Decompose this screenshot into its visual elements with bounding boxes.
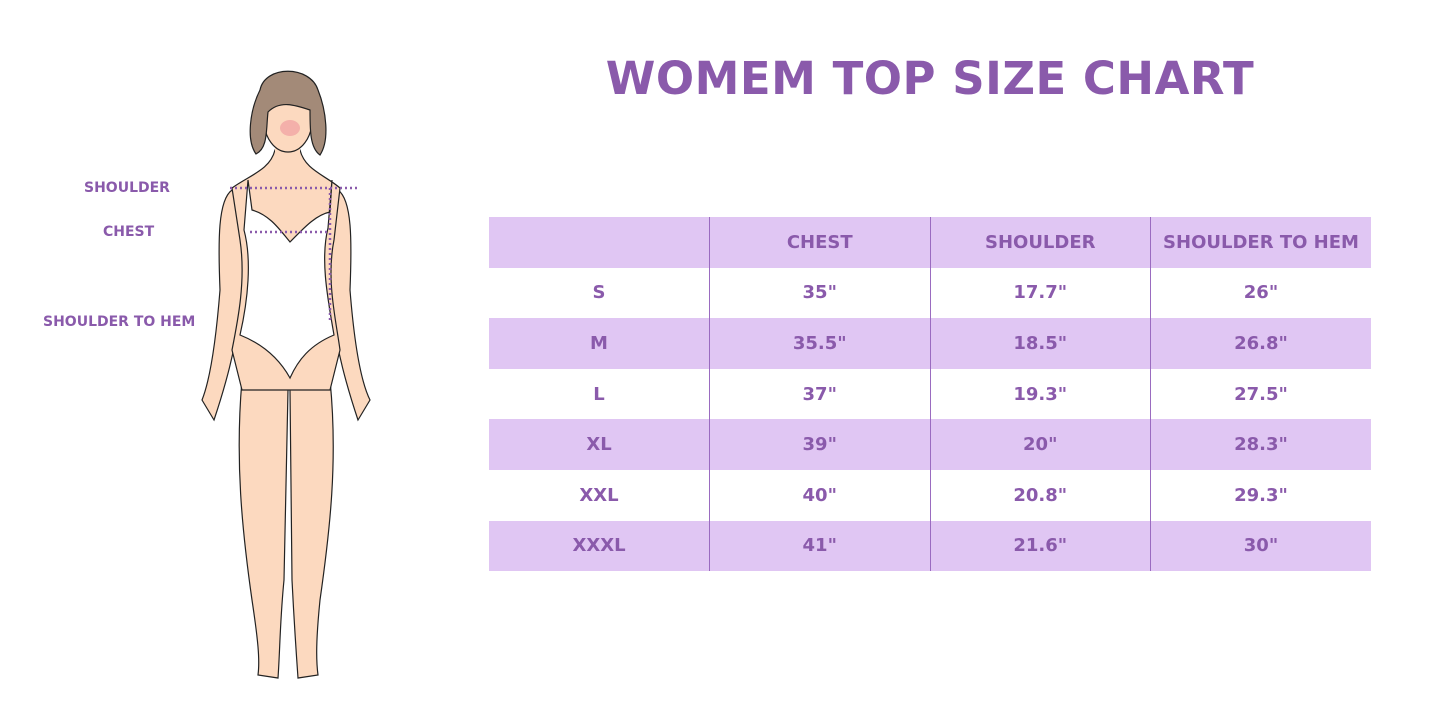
shoulder-cell: 18.5" [929, 318, 1151, 369]
shoulder-to-hem-cell: 29.3" [1150, 469, 1371, 521]
chest-cell: 39" [709, 419, 930, 470]
table-row: S 35" 17.7" 26" [489, 267, 1371, 319]
chest-cell: 37" [709, 368, 930, 420]
shoulder-cell: 20.8" [929, 469, 1151, 521]
chest-cell: 35" [709, 267, 930, 319]
table-row: L 37" 19.3" 27.5" [489, 368, 1371, 420]
size-cell: L [593, 383, 605, 405]
shoulder-to-hem-cell: 26" [1150, 267, 1371, 319]
shoulder-to-hem-cell: 30" [1150, 520, 1371, 572]
label-shoulder: SHOULDER [84, 180, 170, 196]
table-row: M 35.5" 18.5" 26.8" [489, 318, 1371, 369]
shoulder-cell: 21.6" [929, 520, 1151, 572]
header-cell: SHOULDER TO HEM [1150, 217, 1371, 268]
shoulder-cell: 19.3" [929, 368, 1151, 420]
size-cell: XL [489, 419, 710, 470]
size-cell: M [489, 318, 710, 369]
header-cell: SHOULDER [929, 217, 1151, 268]
shoulder-to-hem-cell: 28.3" [1150, 419, 1371, 470]
shoulder-cell: 20" [929, 419, 1151, 470]
header-cell: CHEST [709, 217, 930, 268]
header-cell [489, 217, 710, 268]
table-row: XL 39" 20" 28.3" [489, 419, 1371, 470]
size-cell: XXL [579, 484, 619, 506]
shoulder-to-hem-cell: 26.8" [1150, 318, 1371, 369]
body-figure-illustration [201, 70, 371, 679]
shoulder-to-hem-cell: 27.5" [1150, 368, 1371, 420]
label-shoulder-to-hem: SHOULDER TO HEM [43, 314, 196, 330]
size-table: CHEST SHOULDER SHOULDER TO HEM S 35" 17.… [489, 217, 1371, 572]
table-row: XXXL 41" 21.6" 30" [489, 520, 1371, 572]
table-header-row: CHEST SHOULDER SHOULDER TO HEM [489, 217, 1371, 268]
table-row: XXL 40" 20.8" 29.3" [489, 469, 1371, 521]
chest-cell: 40" [709, 469, 930, 521]
page-title: WOMEM TOP SIZE CHART [605, 52, 1255, 105]
shoulder-cell: 17.7" [929, 267, 1151, 319]
chest-cell: 41" [709, 520, 930, 572]
label-chest: CHEST [103, 224, 155, 240]
size-cell: S [592, 282, 606, 304]
size-cell: XXXL [489, 520, 710, 572]
chest-cell: 35.5" [709, 318, 930, 369]
